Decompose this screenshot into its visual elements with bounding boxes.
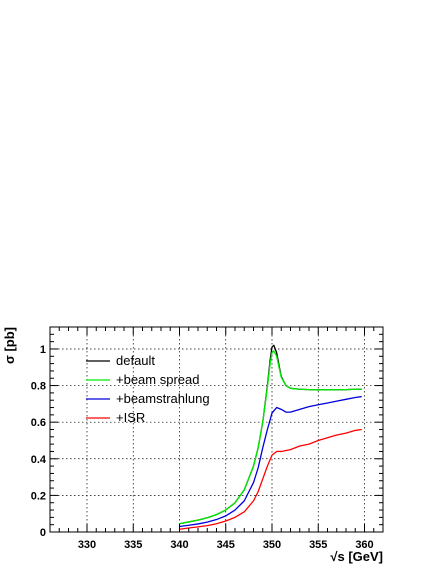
y-axis-label: σ [pb]	[2, 327, 17, 364]
series-line-beamstrahlung	[179, 395, 362, 528]
x-tick-label: 345	[217, 539, 235, 551]
x-tick-label: 360	[355, 539, 373, 551]
y-tick-label: 1	[40, 344, 46, 356]
x-tick-label: 330	[78, 539, 96, 551]
x-tick-label: 355	[309, 539, 327, 551]
y-tick-label: 0.6	[31, 417, 46, 429]
legend-label: +beamstrahlung	[116, 391, 210, 406]
grid-layer	[50, 327, 383, 532]
x-axis-label: √s [GeV]	[330, 549, 383, 564]
tick-label-layer: 330 335 340 345 350 355 360 0 0.2 0.4 0.6 0.8 1	[31, 344, 374, 551]
series-layer	[179, 344, 362, 530]
x-tick-label: 335	[124, 539, 142, 551]
legend-label: +ISR	[116, 410, 145, 425]
legend-label: default	[116, 353, 155, 368]
legend-label: +beam spread	[116, 372, 199, 387]
y-tick-label: 0	[40, 527, 46, 539]
y-tick-label: 0.4	[31, 454, 47, 466]
legend: default +beam spread +beamstrahlung +ISR	[86, 353, 210, 425]
y-tick-label: 0.2	[31, 490, 46, 502]
x-tick-label: 340	[170, 539, 188, 551]
x-tick-label: 350	[263, 539, 281, 551]
series-line-beam-spread	[179, 350, 362, 525]
tick-layer	[49, 326, 384, 533]
series-line-isr	[179, 428, 362, 530]
y-tick-label: 0.8	[31, 381, 46, 393]
